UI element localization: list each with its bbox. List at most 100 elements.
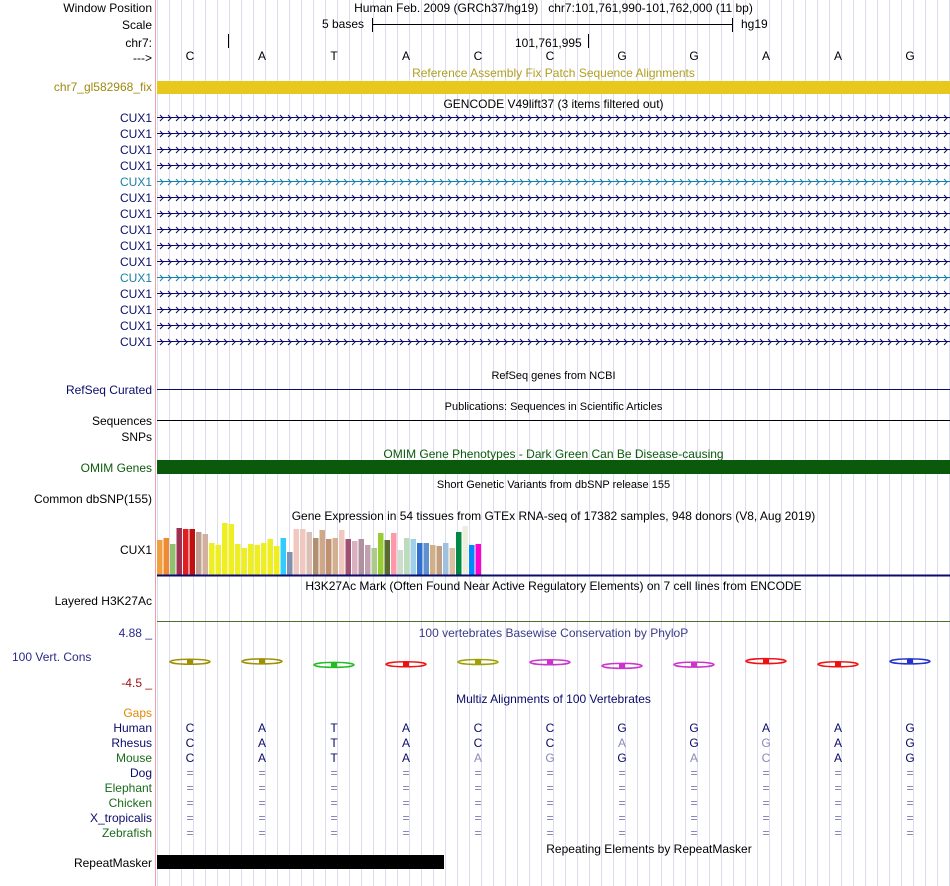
gtex-tissue-bar[interactable] [163, 538, 170, 575]
gencode-transcript-line[interactable] [157, 161, 950, 171]
gencode-transcript-line[interactable] [157, 321, 950, 331]
gtex-tissue-bar[interactable] [189, 529, 196, 575]
gtex-tissue-bar[interactable] [326, 539, 332, 575]
gtex-tissue-bar[interactable] [430, 545, 436, 575]
gtex-tissue-bar[interactable] [215, 545, 222, 575]
gencode-transcript-label[interactable]: CUX1 [119, 143, 152, 157]
gencode-transcript-label[interactable]: CUX1 [119, 175, 152, 189]
gtex-tissue-bar[interactable] [332, 538, 339, 575]
gencode-transcript-line[interactable] [157, 305, 950, 315]
gtex-tissue-bar[interactable] [254, 545, 261, 575]
multiz-species-label[interactable]: Rhesus [111, 736, 152, 750]
gtex-tissue-bar[interactable] [358, 539, 365, 575]
gtex-tissue-bar[interactable] [274, 546, 280, 575]
gtex-tissue-bar[interactable] [391, 533, 397, 575]
gencode-transcript-line[interactable] [157, 145, 950, 155]
fix-patch-label[interactable]: chr7_gl582968_fix [53, 80, 152, 94]
gtex-tissue-bar[interactable] [345, 539, 352, 575]
gtex-tissue-bar[interactable] [202, 534, 209, 575]
refseq-label[interactable]: RefSeq Curated [65, 383, 152, 397]
gencode-transcript-label[interactable]: CUX1 [119, 255, 152, 269]
gencode-transcript-line[interactable] [157, 337, 950, 347]
gtex-tissue-bar[interactable] [339, 530, 345, 575]
gtex-tissue-bar[interactable] [267, 539, 274, 575]
gencode-transcript-label[interactable]: CUX1 [119, 191, 152, 205]
gencode-transcript-line[interactable] [157, 273, 950, 283]
gtex-tissue-bar[interactable] [469, 545, 475, 575]
gencode-transcript-label[interactable]: CUX1 [119, 287, 152, 301]
gtex-bar-chart[interactable] [157, 523, 950, 577]
gtex-tissue-bar[interactable] [365, 545, 371, 575]
multiz-species-label[interactable]: Dog [129, 766, 152, 780]
gencode-transcript-line[interactable] [157, 177, 950, 187]
gtex-tissue-bar[interactable] [183, 529, 189, 575]
gtex-tissue-bar[interactable] [462, 526, 469, 575]
gtex-tissue-bar[interactable] [352, 541, 358, 575]
gtex-tissue-bar[interactable] [300, 529, 306, 575]
gtex-tissue-bar[interactable] [170, 544, 176, 575]
multiz-species-label[interactable]: Zebrafish [101, 826, 152, 840]
multiz-species-label[interactable]: Mouse [115, 751, 152, 765]
gtex-label[interactable]: CUX1 [119, 543, 152, 557]
gtex-tissue-bar[interactable] [287, 552, 293, 575]
gtex-tissue-bar[interactable] [306, 532, 313, 575]
gtex-tissue-bar[interactable] [196, 532, 202, 575]
gencode-transcript-label[interactable]: CUX1 [119, 319, 152, 333]
gencode-transcript-label[interactable]: CUX1 [119, 303, 152, 317]
gtex-tissue-bar[interactable] [404, 538, 410, 575]
gencode-transcript-line[interactable] [157, 129, 950, 139]
gtex-tissue-bar[interactable] [410, 539, 417, 575]
gtex-tissue-bar[interactable] [475, 544, 482, 575]
gencode-transcript-line[interactable] [157, 289, 950, 299]
gtex-tissue-bar[interactable] [222, 523, 228, 575]
gtex-tissue-bar[interactable] [280, 538, 287, 575]
gtex-tissue-bar[interactable] [371, 548, 378, 575]
gencode-transcript-line[interactable] [157, 209, 950, 219]
gtex-tissue-bar[interactable] [235, 544, 241, 575]
gtex-tissue-bar[interactable] [319, 530, 326, 575]
gtex-tissue-bar[interactable] [378, 533, 384, 575]
gtex-tissue-bar[interactable] [248, 544, 254, 575]
gtex-tissue-bar[interactable] [443, 543, 449, 575]
gtex-tissue-bar[interactable] [241, 548, 248, 575]
gtex-tissue-bar[interactable] [417, 543, 423, 575]
gtex-tissue-bar[interactable] [449, 548, 456, 575]
multiz-species-label[interactable]: Human [113, 721, 152, 735]
gencode-transcript-line[interactable] [157, 241, 950, 251]
gencode-transcript-label[interactable]: CUX1 [119, 271, 152, 285]
phylop-plot[interactable] [157, 640, 950, 690]
publications-sequences-label[interactable]: Sequences [91, 414, 152, 428]
gtex-tissue-bar[interactable] [261, 543, 267, 575]
gencode-transcript-line[interactable] [157, 257, 950, 267]
gencode-transcript-label[interactable]: CUX1 [119, 239, 152, 253]
gencode-transcript-label[interactable]: CUX1 [119, 127, 152, 141]
gtex-tissue-bar[interactable] [176, 528, 183, 575]
gencode-transcript-label[interactable]: CUX1 [119, 335, 152, 349]
omim-label[interactable]: OMIM Genes [80, 461, 152, 475]
multiz-species-label[interactable]: Elephant [104, 781, 152, 795]
gtex-tissue-bar[interactable] [293, 529, 300, 575]
multiz-species-label[interactable]: X_tropicalis [89, 811, 152, 825]
omim-bar[interactable] [157, 460, 950, 474]
gencode-transcript-line[interactable] [157, 113, 950, 123]
gtex-tissue-bar[interactable] [228, 524, 235, 575]
gencode-transcript-label[interactable]: CUX1 [119, 111, 152, 125]
multiz-species-label[interactable]: Chicken [108, 796, 152, 810]
gtex-tissue-bar[interactable] [209, 543, 215, 575]
repeatmasker-element[interactable] [157, 855, 444, 869]
gtex-tissue-bar[interactable] [397, 550, 404, 575]
gtex-tissue-bar[interactable] [384, 540, 391, 575]
gencode-transcript-line[interactable] [157, 193, 950, 203]
gencode-transcript-line[interactable] [157, 225, 950, 235]
gtex-tissue-bar[interactable] [157, 540, 163, 575]
gtex-tissue-bar[interactable] [313, 538, 319, 575]
fix-patch-bar[interactable] [157, 81, 950, 94]
h3k27ac-label[interactable]: Layered H3K27Ac [54, 594, 152, 608]
gtex-tissue-bar[interactable] [423, 543, 430, 575]
gencode-transcript-label[interactable]: CUX1 [119, 159, 152, 173]
phylop-label[interactable]: 100 Vert. Cons [12, 650, 92, 664]
repeatmasker-label[interactable]: RepeatMasker [73, 856, 152, 870]
dbsnp-label[interactable]: Common dbSNP(155) [33, 492, 152, 506]
gtex-tissue-bar[interactable] [436, 546, 443, 575]
